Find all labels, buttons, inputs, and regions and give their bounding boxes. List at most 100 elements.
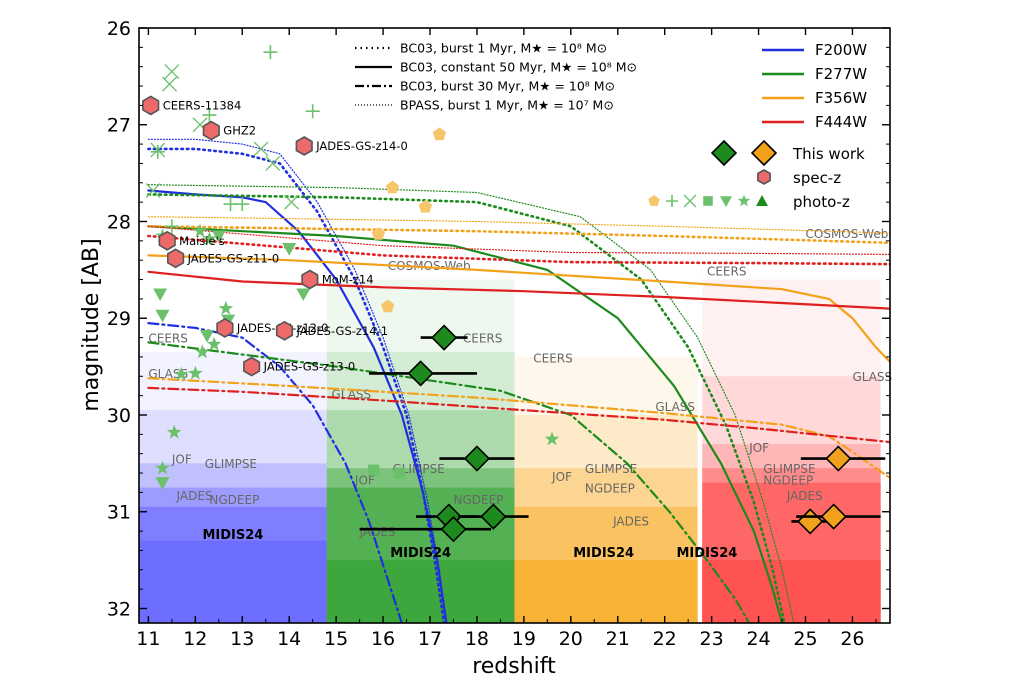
plot-frame [138, 27, 891, 624]
star-marker [737, 194, 751, 207]
depth-label: MIDIS24 [390, 546, 451, 561]
hexagon-marker [757, 169, 771, 185]
photoz-point [263, 45, 278, 60]
x-tick-label: 23 [700, 628, 724, 650]
model-curve-F356W-dashdot [147, 377, 890, 479]
x-marker [683, 194, 697, 208]
hexagon-marker [142, 95, 160, 116]
photoz-point [393, 467, 406, 479]
survey-label: NGDEEP [585, 481, 635, 495]
this-work-point [430, 324, 458, 351]
photoz-point [265, 155, 281, 171]
x-tick-label: 21 [606, 628, 630, 650]
x-tick-label: 12 [183, 628, 207, 650]
specz-label: MoM-z14 [322, 273, 374, 287]
photoz-points [145, 45, 560, 490]
specz-label: GHZ2 [223, 124, 256, 138]
specz-point [167, 248, 185, 269]
triangle-marker [720, 196, 732, 207]
legend-filter-label: F356W [815, 89, 867, 107]
x-marker [164, 64, 180, 79]
specz-point [295, 136, 313, 156]
survey-label: NGDEEP [209, 493, 259, 507]
hexagon-marker [216, 317, 234, 338]
photoz-point [192, 223, 208, 238]
legend-label: BC03, burst 1 Myr, M★ = 10⁸ M⊙ [400, 41, 607, 56]
star-marker [218, 300, 234, 315]
x-marker [162, 76, 177, 92]
square-marker [703, 196, 713, 206]
survey-label: GLIMPSE [205, 457, 257, 471]
diamond-marker [407, 360, 434, 387]
plus-marker [202, 108, 217, 123]
legend-photoz-marker [720, 196, 732, 207]
photoz-point [432, 127, 447, 141]
this-work-point [820, 503, 847, 530]
legend-photoz-marker [666, 195, 678, 207]
legend-marker-label: spec-z [793, 169, 841, 187]
legend-photoz-marker [648, 195, 660, 206]
model-curve-F444W-thin [147, 225, 890, 255]
triangle-marker [282, 242, 297, 256]
photoz-point [211, 230, 226, 244]
triangle-marker [153, 288, 168, 302]
legend-label: BC03, burst 30 Myr, M★ = 10⁸ M⊙ [400, 79, 615, 94]
diamond-marker [750, 139, 778, 167]
x-tick-label: 15 [324, 628, 348, 650]
legend-photoz-marker [683, 194, 697, 208]
star-marker [202, 231, 217, 246]
photoz-point [153, 288, 168, 302]
y-tick-label: 27 [107, 115, 131, 137]
photoz-point [371, 227, 385, 240]
hexagon-marker [167, 248, 185, 269]
model-curve-F356W-thin [147, 216, 890, 234]
plus-marker [666, 195, 678, 207]
x-tick-label: 26 [840, 628, 864, 650]
model-curve-F356W-dotted [147, 225, 890, 245]
plus-marker [223, 197, 238, 212]
survey-label: CEERS [533, 352, 573, 366]
plus-marker [235, 197, 250, 212]
model-curve-F277W-dotted [147, 193, 786, 623]
photoz-point [296, 288, 311, 302]
pentagon-marker [648, 195, 660, 206]
model-curve-F356W-solid [147, 254, 890, 363]
specz-label: JADES-GS-z11-0 [187, 251, 280, 265]
hexagon-marker [158, 230, 176, 251]
photoz-point [188, 365, 203, 380]
photoz-point [166, 424, 182, 439]
y-tick-label: 30 [107, 405, 131, 427]
photoz-point [284, 194, 300, 210]
x-marker [265, 155, 281, 171]
specz-label: JADES-GS-z13-0 [263, 360, 356, 374]
x-tick-label: 14 [277, 628, 301, 650]
this-work-point [440, 516, 467, 543]
photoz-point [223, 197, 238, 212]
survey-label: CEERS [707, 265, 747, 279]
specz-point [142, 95, 160, 116]
x-tick-label: 18 [465, 628, 489, 650]
square-marker [393, 467, 406, 479]
legend-filter-label: F277W [815, 65, 867, 83]
diamond-marker [825, 445, 852, 472]
legend-photoz-triangle [756, 195, 768, 206]
x-tick-label: 24 [746, 628, 770, 650]
survey-label: JADES [359, 525, 396, 539]
hexagon-marker [275, 320, 294, 341]
triangle-marker [211, 230, 226, 244]
legend-marker-label: This work [792, 145, 865, 163]
x-marker [253, 141, 269, 157]
specz-point [216, 317, 234, 338]
depth-block-F277W [326, 560, 515, 623]
x-tick-label: 19 [512, 628, 536, 650]
pentagon-marker [385, 180, 400, 194]
survey-label: GLIMPSE [763, 462, 815, 476]
photoz-point [195, 344, 210, 359]
specz-label: CEERS-11384 [163, 98, 242, 112]
specz-point [243, 356, 261, 377]
plus-marker [263, 45, 278, 60]
model-curve-F277W-solid [147, 225, 784, 623]
diamond-marker [463, 445, 491, 472]
legend-filter-label: F200W [815, 41, 867, 59]
